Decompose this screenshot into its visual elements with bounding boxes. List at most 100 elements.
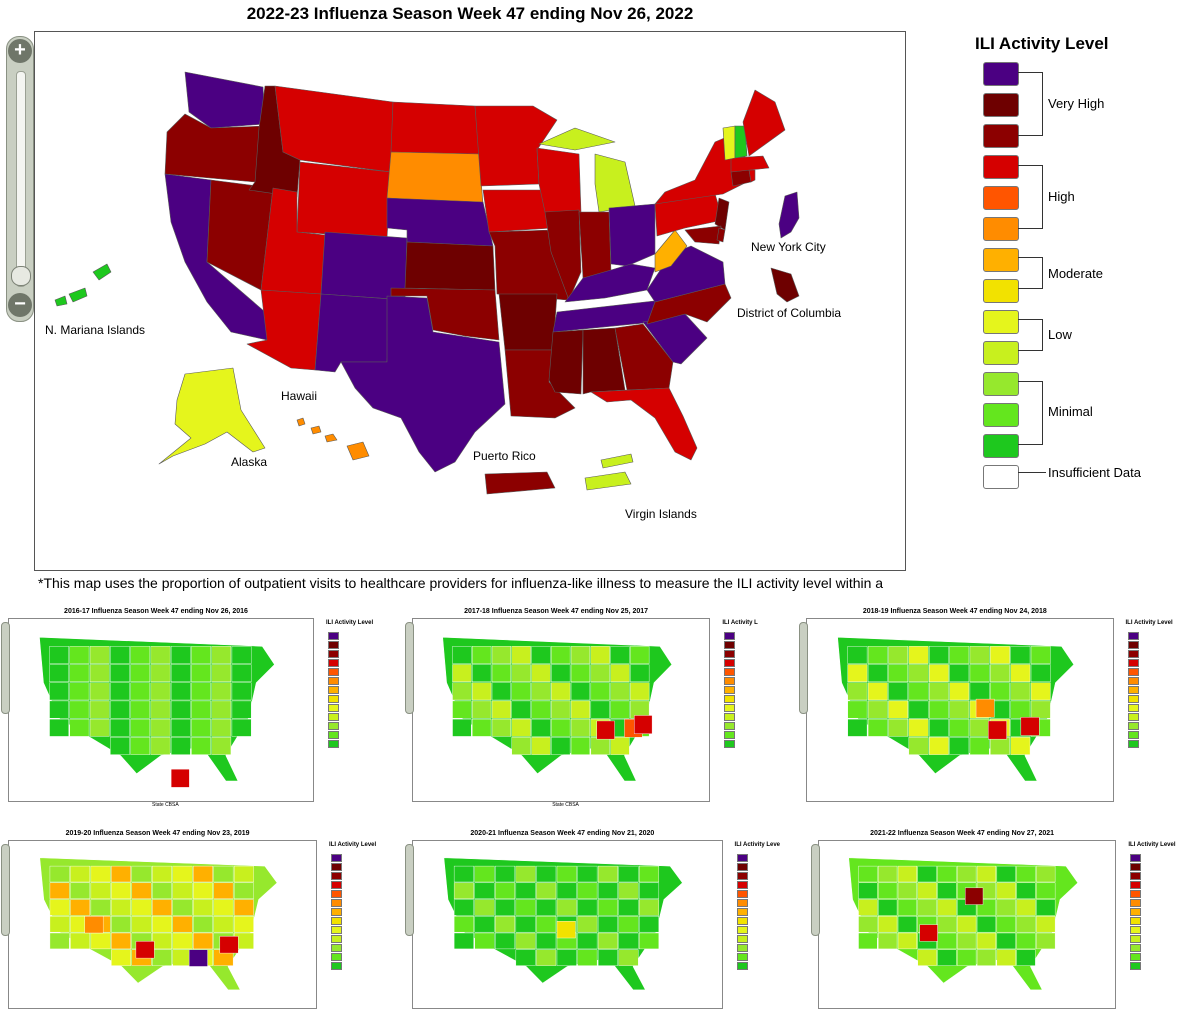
thumbnail-state (511, 664, 531, 683)
thumbnail-state (847, 718, 868, 737)
season-thumbnail[interactable]: 2020-21 Influenza Season Week 47 ending … (404, 826, 810, 1030)
thumbnail-state (172, 916, 193, 933)
thumbnail-state (150, 664, 171, 683)
thumbnail-state (858, 932, 878, 950)
state-washington (184, 71, 266, 129)
thumbnail-state-cbsa-toggle[interactable]: State CBSA (152, 802, 179, 809)
thumbnail-legend-swatch (724, 650, 736, 658)
thumbnail-zoom-control[interactable] (811, 844, 820, 936)
thumbnail-state (495, 916, 516, 933)
thumbnail-state (472, 664, 492, 683)
territory-new-york-city (778, 191, 800, 239)
thumbnail-zoom-control[interactable] (799, 622, 808, 714)
thumbnail-state (89, 646, 110, 664)
thumbnail-state (937, 949, 957, 966)
thumbnail-state (474, 882, 495, 899)
thumbnail-legend-swatch (1130, 935, 1142, 943)
state-texas (340, 295, 506, 473)
thumbnail-legend-swatch (736, 944, 748, 952)
thumbnail-legend-title: ILI Activity L (722, 620, 758, 626)
thumbnail-zoom-control[interactable] (405, 622, 414, 714)
thumbnail-legend-swatch (1127, 641, 1139, 649)
thumbnail-state (969, 737, 990, 755)
legend-swatch-9 (983, 341, 1019, 365)
zoom-in-button[interactable]: + (8, 39, 32, 63)
thumbnail-state (888, 718, 909, 737)
thumbnail-legend-swatch (736, 863, 748, 871)
thumbnail-state (630, 664, 650, 683)
thumbnail-state (131, 865, 152, 883)
thumbnail-state-highlight (965, 887, 984, 905)
thumbnail-state (996, 882, 1016, 899)
thumbnail-state (878, 865, 898, 883)
thumbnail-state (888, 682, 909, 701)
thumbnail-state (170, 664, 191, 683)
thumbnail-legend-swatch (328, 713, 339, 721)
thumbnail-state-highlight (919, 924, 938, 942)
season-thumbnail[interactable]: 2017-18 Influenza Season Week 47 ending … (404, 604, 794, 826)
thumbnail-legend-swatch (328, 641, 339, 649)
zoom-control[interactable]: + − (6, 36, 34, 322)
thumbnail-legend-swatch (736, 953, 748, 961)
legend-brace-low (1018, 319, 1043, 351)
thumbnail-zoom-control[interactable] (1, 844, 10, 936)
thumbnail-legend-swatch (1127, 677, 1139, 685)
thumbnail-state (949, 664, 970, 683)
thumbnail-state (1036, 882, 1056, 899)
thumbnail-state (90, 932, 111, 950)
thumbnail-state (878, 932, 898, 950)
season-thumbnail[interactable]: 2019-20 Influenza Season Week 47 ending … (0, 826, 404, 1030)
thumbnail-state (917, 899, 937, 916)
thumbnail-legend-swatch (331, 890, 343, 898)
state-ohio (608, 203, 656, 267)
thumbnail-state (472, 718, 492, 737)
thumbnail-legend-swatch (328, 632, 339, 640)
thumbnail-map-frame (806, 618, 1114, 803)
thumbnail-state-cbsa-toggle[interactable]: State CBSA (552, 802, 579, 809)
thumbnail-state (191, 737, 211, 755)
thumbnail-legend-swatch (736, 917, 748, 925)
thumbnail-state (110, 664, 130, 683)
thumbnail-state (89, 664, 110, 683)
thumbnail-legend-swatch (724, 659, 736, 667)
thumbnail-state (917, 949, 937, 966)
thumbnail-state (990, 664, 1010, 683)
thumbnail-state-highlight (84, 916, 104, 934)
season-thumbnail[interactable]: 2018-19 Influenza Season Week 47 ending … (798, 604, 1200, 826)
thumbnail-zoom-control[interactable] (1, 622, 10, 714)
thumbnail-legend-swatch (736, 926, 748, 934)
thumbnail-state (150, 737, 171, 755)
thumbnail-state (1030, 664, 1051, 683)
thumbnail-state (917, 865, 937, 883)
zoom-slider[interactable] (16, 71, 26, 287)
thumbnail-legend-swatch (724, 722, 736, 730)
thumbnail-legend-swatch (331, 881, 343, 889)
thumbnail-state (990, 737, 1010, 755)
zoom-out-button[interactable]: − (8, 293, 32, 317)
thumbnail-state (949, 737, 970, 755)
season-thumbnail[interactable]: 2021-22 Influenza Season Week 47 ending … (810, 826, 1200, 1030)
thumbnail-state-highlight (988, 720, 1007, 740)
thumbnail-state (511, 718, 531, 737)
thumbnail-legend-swatch (1130, 962, 1142, 970)
zoom-slider-handle[interactable] (11, 266, 31, 286)
state-montana (274, 85, 394, 173)
season-thumbnail[interactable]: 2016-17 Influenza Season Week 47 ending … (0, 604, 400, 826)
legend-swatch-12 (983, 434, 1019, 458)
thumbnail-state (929, 682, 949, 701)
thumbnail-state (170, 682, 191, 701)
thumbnail-state (70, 882, 91, 899)
thumbnail-state (556, 899, 577, 916)
thumbnail-legend-swatch (328, 731, 339, 739)
thumbnail-legend-swatch (724, 713, 736, 721)
thumbnail-state (908, 682, 929, 701)
thumbnail-state (191, 664, 211, 683)
legend-swatch-6 (983, 248, 1019, 272)
thumbnail-state (630, 682, 650, 701)
thumbnail-state (472, 700, 492, 719)
thumbnail-state (577, 916, 598, 933)
thumbnail-state (888, 646, 909, 664)
thumbnail-zoom-control[interactable] (405, 844, 414, 936)
thumbnail-state (969, 664, 990, 683)
thumbnail-legend-swatch (724, 632, 736, 640)
